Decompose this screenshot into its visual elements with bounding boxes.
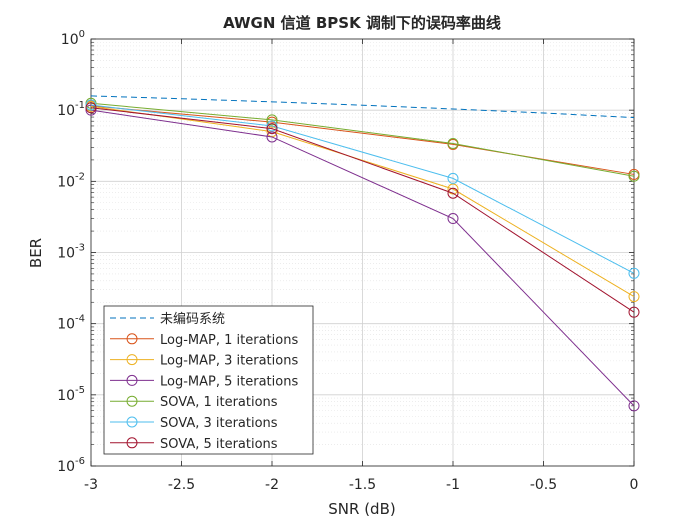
data-point [447,172,459,184]
y-tick-label: 10-3 [57,243,85,262]
x-tick-label: -1.5 [349,477,376,493]
x-tick-label: -2 [265,477,279,493]
legend: 未编码系统 Log-MAP, 1 iterations Log-MAP, 3 ite… [103,305,314,455]
legend-marker [126,416,138,428]
data-point [447,183,459,195]
legend-entry: SOVA, 3 iterations [110,416,278,431]
x-tick-label: -0.5 [530,477,557,493]
data-point [266,123,278,135]
legend-label: Log-MAP, 1 iterations [160,333,298,348]
legend-marker [126,354,138,366]
series-line [90,104,635,274]
x-tick-label: -1 [446,477,460,493]
y-tick-label: 10-5 [57,385,85,404]
series-line [90,105,635,298]
legend-entry: Log-MAP, 5 iterations [110,374,298,389]
legend-label: SOVA, 1 iterations [160,395,278,410]
axis-ticks: -3 -2.5 -2 -1.5 -1 -0.5 0 100 10-1 10-2 10-3 10-4 10… [57,29,638,493]
legend-entry: Log-MAP, 3 iterations [110,354,298,369]
data-point [628,306,640,318]
y-tick-label: 10-4 [57,314,85,333]
data-point [628,291,640,303]
data-point [266,120,278,132]
series-1 [90,95,635,119]
series-7 [85,102,640,318]
data-point [628,267,640,279]
data-point [447,213,459,225]
data-point [447,138,459,150]
legend-label: 未编码系统 [160,312,225,327]
data-point [85,99,97,111]
series-line [90,102,635,177]
x-axis-label: SNR (dB) [328,500,395,518]
legend-entry: 未编码系统 [110,312,225,327]
legend-entry: Log-MAP, 1 iterations [110,333,298,348]
series-line [90,107,635,313]
data-point [266,114,278,126]
data-point [628,400,640,412]
y-tick-label: 10-1 [57,100,85,119]
x-tick-label: -3 [84,477,98,493]
legend-label: Log-MAP, 3 iterations [160,354,298,369]
series-6 [85,99,640,279]
data-point [447,187,459,199]
series-line [90,95,635,119]
x-tick-label: -2.5 [168,477,195,493]
y-tick-label: 10-6 [57,456,85,475]
data-point [85,102,97,114]
legend-label: SOVA, 5 iterations [160,437,278,452]
legend-marker [126,374,138,386]
chart-title: AWGN 信道 BPSK 调制下的误码率曲线 [223,14,501,32]
legend-entry: SOVA, 1 iterations [110,395,278,410]
legend-marker [126,395,138,407]
legend-label: SOVA, 3 iterations [160,416,278,431]
y-axis-label: BER [27,238,45,268]
series-lines [85,95,640,412]
data-point [628,170,640,182]
series-line [90,109,635,407]
x-tick-label: 0 [630,477,639,493]
data-point [266,131,278,143]
legend-entry: SOVA, 5 iterations [110,437,278,452]
y-tick-label: 100 [61,29,85,48]
legend-label: Log-MAP, 5 iterations [160,374,298,389]
legend-marker [126,437,138,449]
legend-marker [126,333,138,345]
y-tick-label: 10-2 [57,171,85,190]
